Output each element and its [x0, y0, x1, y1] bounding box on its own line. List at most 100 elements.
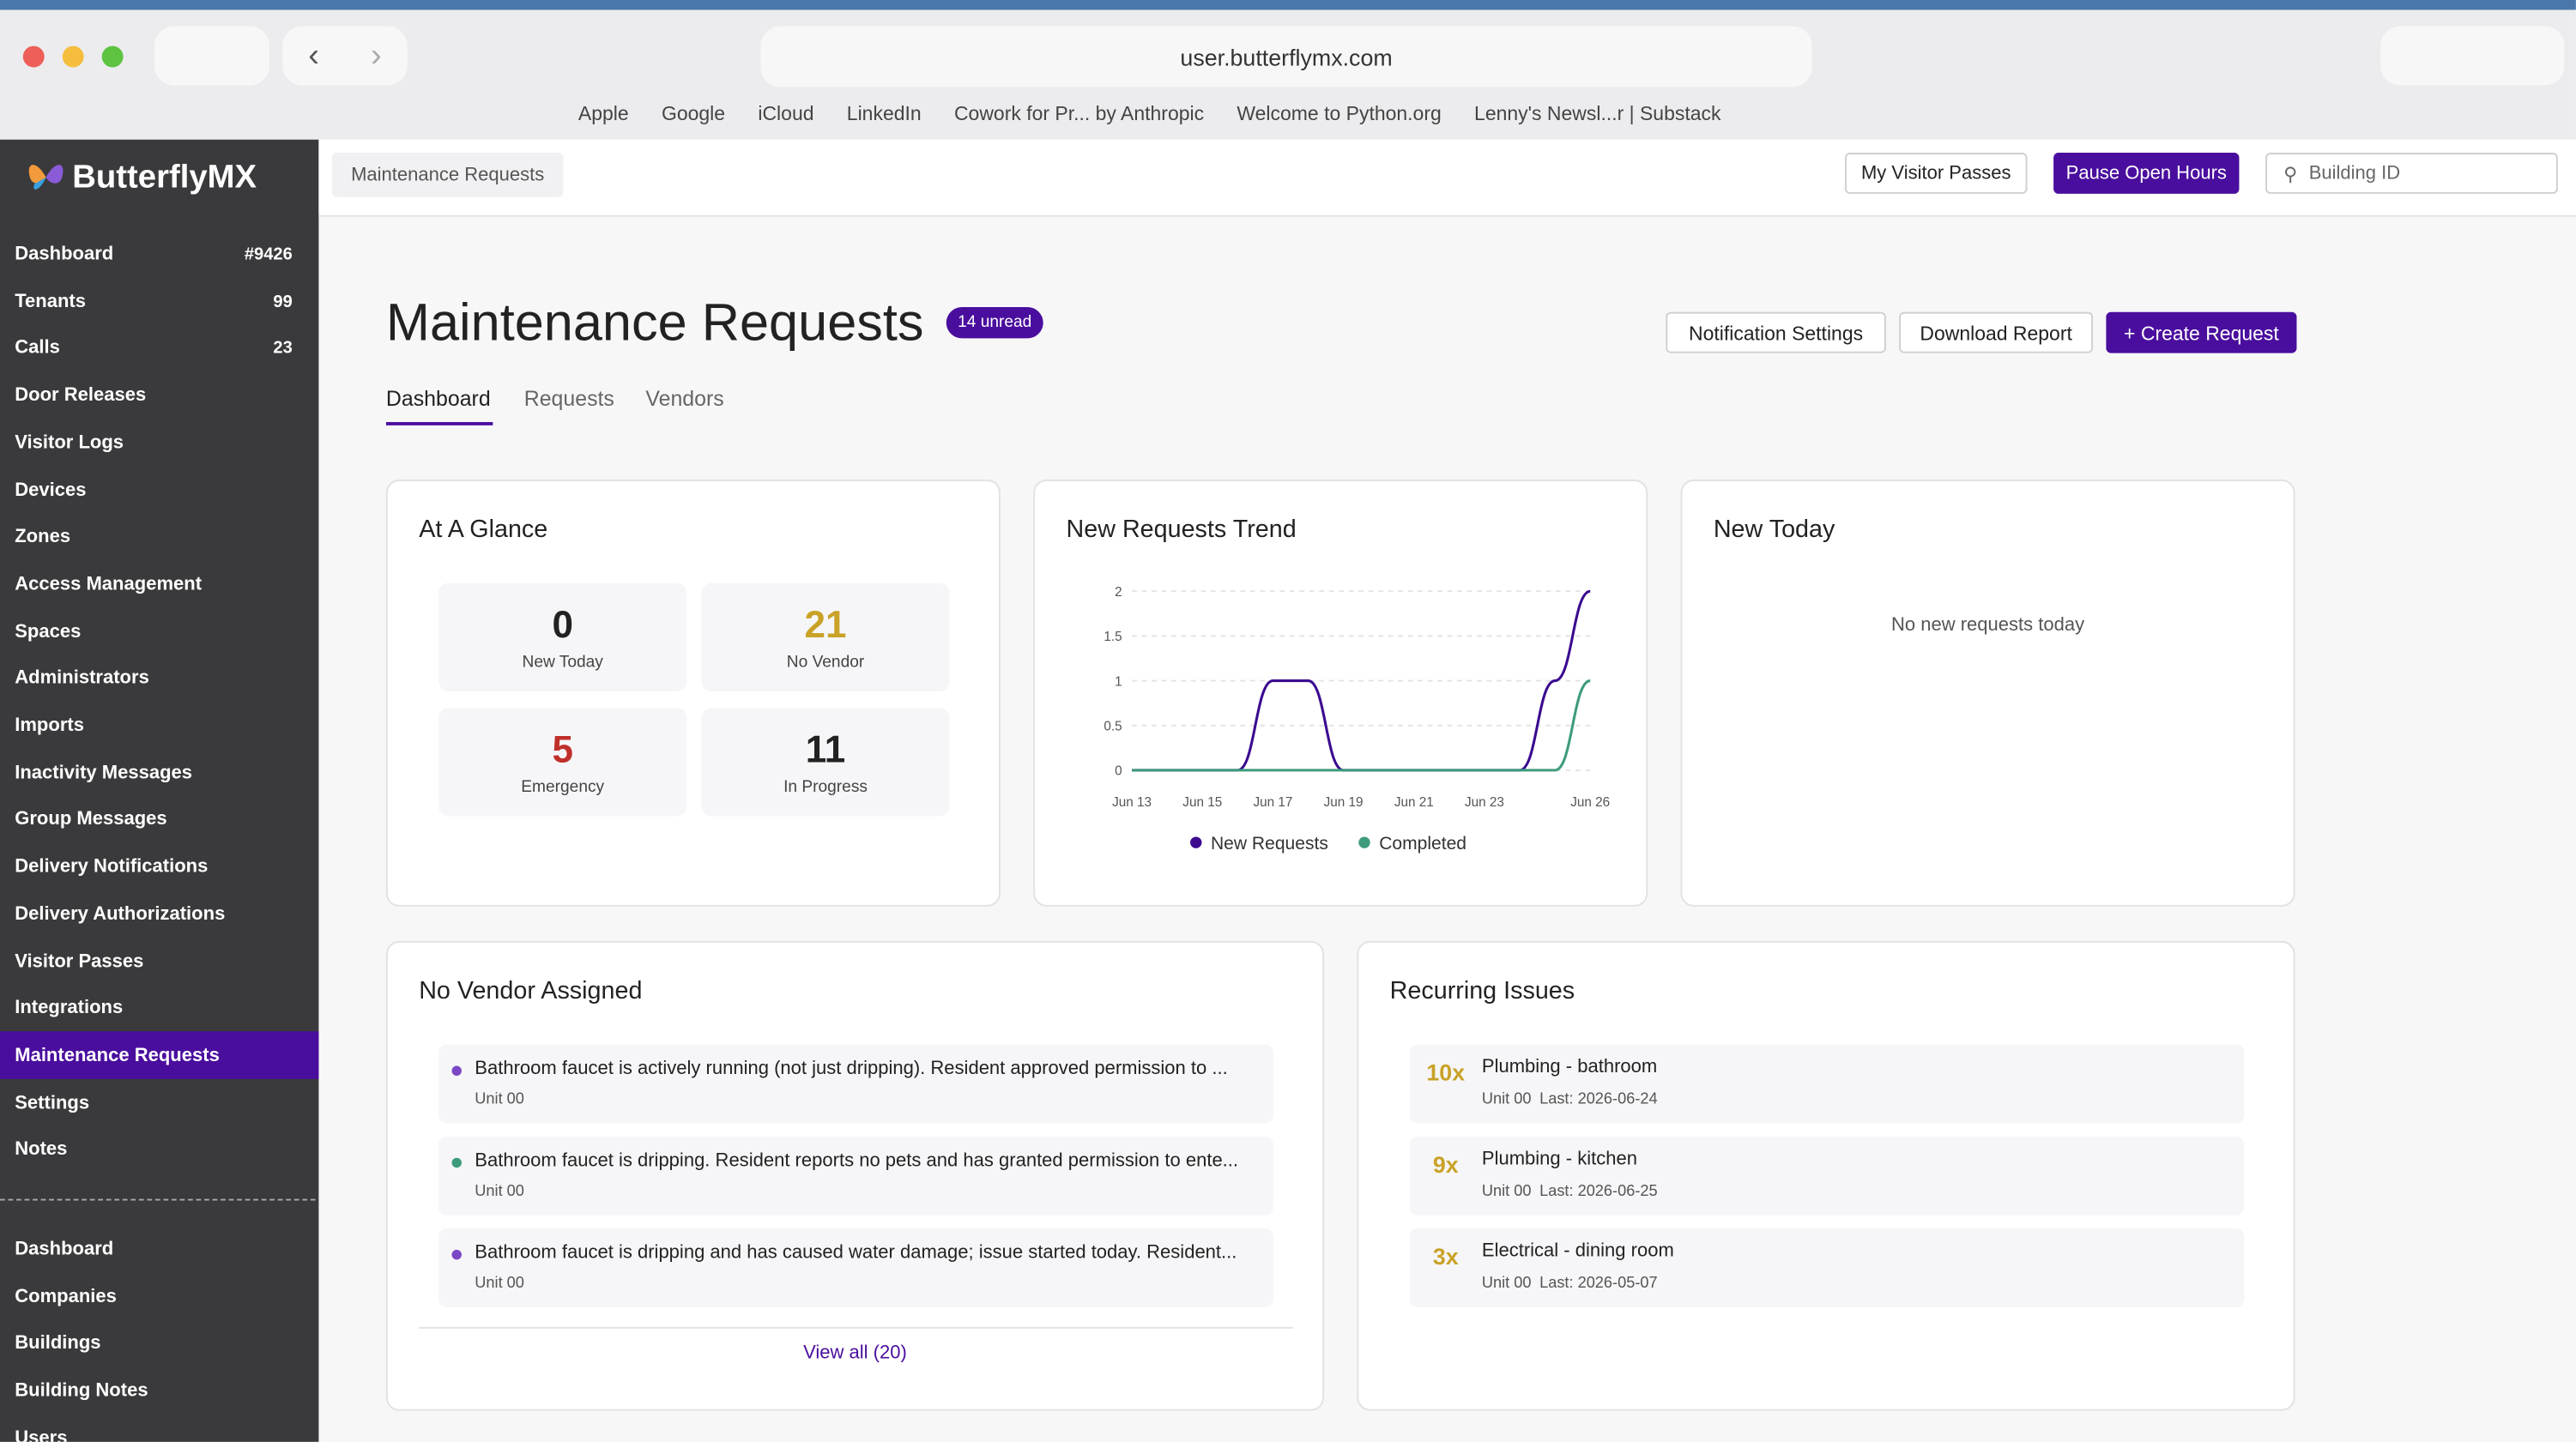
- nav-label[interactable]: Calls: [15, 339, 60, 359]
- bookmark[interactable]: Welcome to Python.org: [1237, 101, 1442, 125]
- nav-item[interactable]: Dashboard: [15, 1234, 293, 1266]
- nav-label[interactable]: Notes: [15, 1140, 68, 1161]
- nav-label[interactable]: Delivery Notifications: [15, 857, 209, 878]
- nav-label[interactable]: Maintenance Requests: [15, 1046, 220, 1066]
- pause-hours-button[interactable]: Pause Open Hours: [2053, 153, 2240, 194]
- nav-label[interactable]: Access Management: [15, 574, 203, 594]
- nav-label[interactable]: Dashboard: [15, 244, 114, 265]
- nav-item[interactable]: Group Messages: [15, 804, 293, 836]
- view-all-link[interactable]: View all (20): [803, 1343, 907, 1364]
- nav-label[interactable]: Dashboard: [15, 1240, 114, 1260]
- nav-label[interactable]: Building Notes: [15, 1381, 148, 1402]
- bookmark[interactable]: Lenny's Newsl...r | Substack: [1474, 101, 1721, 125]
- bookmark[interactable]: LinkedIn: [846, 101, 922, 125]
- nav-item[interactable]: Spaces: [15, 615, 293, 648]
- nav-item[interactable]: Delivery Notifications: [15, 851, 293, 884]
- nav-label[interactable]: Spaces: [15, 621, 82, 642]
- bookmark[interactable]: Google: [661, 101, 726, 125]
- download-report-button[interactable]: Download Report: [1899, 311, 2094, 353]
- stat-tile: 5 Emergency: [438, 708, 687, 817]
- nav-item[interactable]: Tenants 99: [15, 286, 293, 318]
- nav-item[interactable]: Inactivity Messages: [15, 757, 293, 789]
- nav-label[interactable]: Integrations: [15, 999, 124, 1019]
- nav-item[interactable]: Access Management: [15, 568, 293, 600]
- bookmark[interactable]: iCloud: [758, 101, 814, 125]
- nav-item[interactable]: Visitor Passes: [15, 945, 293, 978]
- nav-label[interactable]: Zones: [15, 527, 71, 547]
- zoom-button[interactable]: [101, 45, 124, 68]
- tab[interactable]: Requests: [523, 385, 614, 411]
- forward-icon[interactable]: ›: [371, 37, 382, 74]
- status-dot: [451, 1249, 462, 1260]
- logo-icon: [28, 165, 63, 190]
- close-button[interactable]: [22, 45, 45, 68]
- x-tick-label: Jun 19: [1324, 795, 1364, 810]
- nav-item[interactable]: Buildings: [15, 1328, 293, 1361]
- request-item[interactable]: Bathroom faucet is dripping. Resident re…: [438, 1136, 1273, 1216]
- bookmark[interactable]: Cowork for Pr... by Anthropic: [953, 101, 1205, 125]
- back-icon[interactable]: ‹: [308, 37, 320, 74]
- nav-item[interactable]: Notes: [15, 1134, 293, 1167]
- nav-item[interactable]: Administrators: [15, 662, 293, 695]
- nav-item[interactable]: Dashboard #9426: [15, 238, 293, 271]
- request-text: Bathroom faucet is actively running (not…: [475, 1059, 1228, 1079]
- nav-item[interactable]: Delivery Authorizations: [15, 898, 293, 931]
- nav-label[interactable]: Users: [15, 1428, 68, 1442]
- divider: [419, 1326, 1293, 1329]
- nav-item[interactable]: Door Releases: [15, 379, 293, 412]
- issue-title: Electrical - dining room: [1481, 1241, 1674, 1262]
- request-item[interactable]: Bathroom faucet is actively running (not…: [438, 1044, 1273, 1124]
- nav-label[interactable]: Visitor Logs: [15, 433, 124, 454]
- nav-label[interactable]: Tenants: [15, 292, 87, 312]
- issue-unit: Unit 00: [1481, 1274, 1532, 1293]
- nav-label[interactable]: Buildings: [15, 1334, 101, 1355]
- nav-label[interactable]: Inactivity Messages: [15, 763, 193, 783]
- request-unit: Unit 00: [475, 1090, 524, 1109]
- notification-settings-button[interactable]: Notification Settings: [1666, 311, 1886, 353]
- bookmark[interactable]: Apple: [577, 101, 629, 125]
- address-bar[interactable]: user.butterflymx.com: [760, 26, 1812, 87]
- nav-item[interactable]: Calls 23: [15, 332, 293, 365]
- nav-label[interactable]: Group Messages: [15, 810, 167, 830]
- nav-label[interactable]: Delivery Authorizations: [15, 904, 226, 925]
- divider: [0, 1198, 316, 1201]
- nav-label[interactable]: Settings: [15, 1093, 90, 1113]
- sidebar-toggle[interactable]: [154, 26, 269, 86]
- toolbar-buttons[interactable]: [2380, 26, 2565, 86]
- visitor-passes-button[interactable]: My Visitor Passes: [1844, 153, 2028, 194]
- nav-item[interactable]: Visitor Logs: [15, 426, 293, 459]
- nav-item[interactable]: Settings: [15, 1087, 293, 1119]
- nav-label[interactable]: Visitor Passes: [15, 951, 144, 972]
- breadcrumb[interactable]: Maintenance Requests: [331, 153, 564, 197]
- nav-label[interactable]: Companies: [15, 1287, 117, 1307]
- recurring-item[interactable]: 3x Electrical - dining room Unit 00 Last: 2…: [1409, 1228, 2245, 1307]
- create-request-button[interactable]: + Create Request: [2106, 311, 2297, 353]
- tab[interactable]: Vendors: [645, 385, 724, 411]
- page-title: Maintenance Requests: [385, 292, 924, 352]
- recurring-card: Recurring Issues 10x Plumbing - bathroom U…: [1357, 941, 2295, 1411]
- nav-label[interactable]: Imports: [15, 715, 84, 736]
- nav-item[interactable]: Imports: [15, 709, 293, 742]
- stat-tile: 21 No Vendor: [701, 582, 950, 692]
- recurring-item[interactable]: 10x Plumbing - bathroom Unit 00 Last: 2026-…: [1409, 1044, 2245, 1124]
- nav-item[interactable]: Zones: [15, 521, 293, 553]
- nav-label[interactable]: Devices: [15, 480, 87, 500]
- nav-item[interactable]: Integrations: [15, 993, 293, 1025]
- nav-item[interactable]: Maintenance Requests: [15, 1040, 293, 1072]
- empty-state: No new requests today: [1890, 615, 2085, 636]
- nav-item[interactable]: Companies: [15, 1281, 293, 1313]
- request-item[interactable]: Bathroom faucet is dripping and has caus…: [438, 1228, 1273, 1307]
- minimize-button[interactable]: [62, 45, 84, 68]
- nav-item[interactable]: Devices: [15, 474, 293, 506]
- search-box[interactable]: ⚲ Building ID: [2265, 153, 2558, 194]
- nav-item[interactable]: Users: [15, 1422, 293, 1442]
- tab-active[interactable]: Dashboard: [385, 385, 491, 411]
- nav-label[interactable]: Door Releases: [15, 386, 147, 407]
- nav-item[interactable]: Building Notes: [15, 1375, 293, 1408]
- recurring-item[interactable]: 9x Plumbing - kitchen Unit 00 Last: 2026-06…: [1409, 1136, 2245, 1216]
- y-tick-label: 2: [1115, 585, 1122, 600]
- at-a-glance-card: At A Glance 0 New Today 21 No Vendor 5 Emerge…: [385, 480, 1001, 907]
- nav-buttons[interactable]: ‹ ›: [282, 26, 408, 86]
- nav-label[interactable]: Administrators: [15, 668, 149, 689]
- y-tick-label: 1: [1115, 674, 1122, 689]
